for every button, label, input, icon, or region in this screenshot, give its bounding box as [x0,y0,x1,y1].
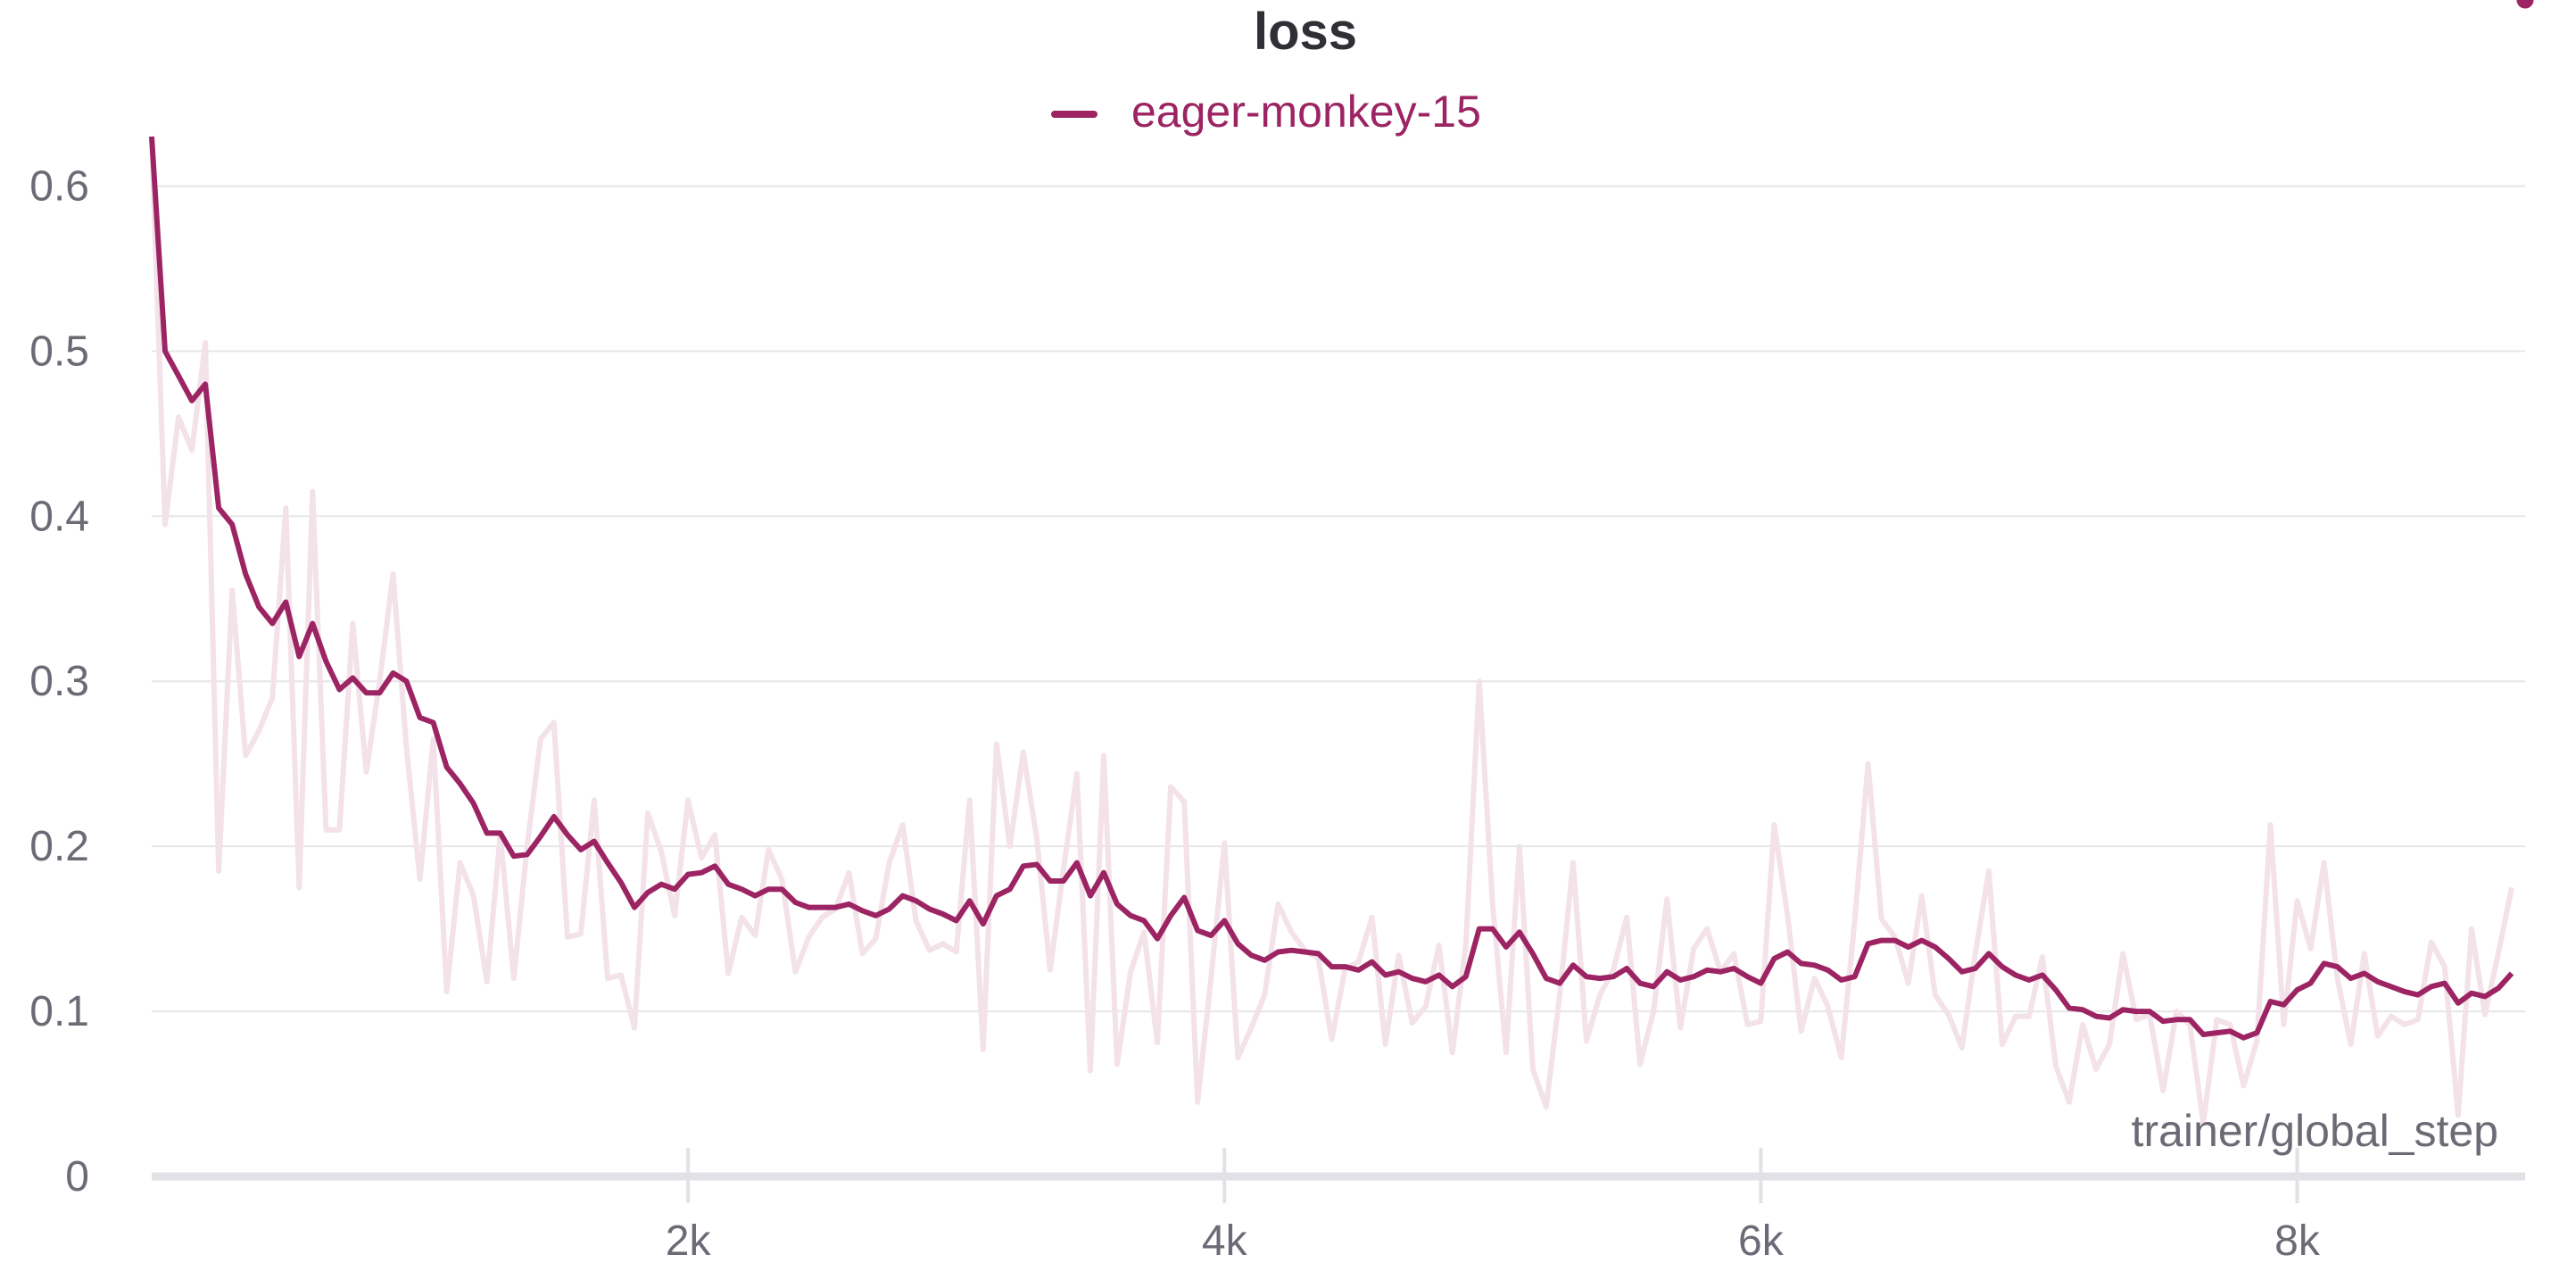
y-tick-label: 0.4 [29,493,89,540]
x-tick-label: 4k [1202,1217,1248,1265]
x-axis: 2k 4k 6k 8k [666,1148,2321,1265]
y-axis: 0 0.1 0.2 0.3 0.4 0.5 0.6 [29,162,89,1201]
y-tick-label: 0.5 [29,328,89,375]
chart-title: loss [1254,3,1357,61]
y-tick-label: 0.3 [29,658,89,705]
y-tick-label: 0.1 [29,988,89,1035]
y-tick-label: 0.2 [29,823,89,870]
x-tick-label: 2k [666,1217,712,1265]
x-tick-label: 6k [1738,1217,1785,1265]
raw-series-line [149,136,2514,1126]
grid-lines [152,185,2525,1013]
y-tick-label: 0 [65,1153,89,1201]
smoothed-series-end-point[interactable] [2514,0,2537,12]
x-tick-label: 8k [2274,1217,2321,1265]
y-tick-label: 0.6 [29,162,89,210]
legend-label: eager-monkey-15 [1131,87,1481,137]
plot-area[interactable] [149,0,2537,1126]
x-axis-title: trainer/global_step [2132,1106,2498,1156]
smoothed-series-line [149,136,2514,1041]
legend[interactable]: eager-monkey-15 [1051,87,1481,137]
